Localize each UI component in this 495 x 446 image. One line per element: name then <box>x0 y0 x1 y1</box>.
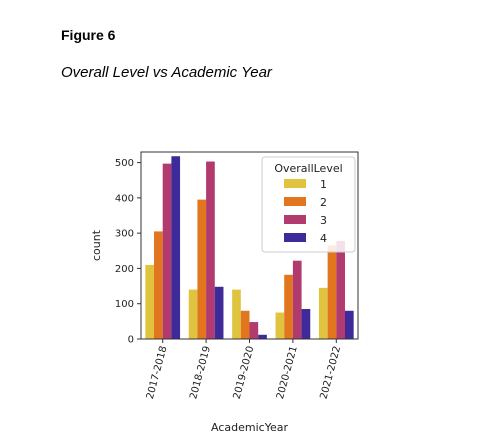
bar-2021-2022-level-3 <box>336 241 345 339</box>
bar-2017-2018-level-1 <box>145 265 154 339</box>
bar-2020-2021-level-4 <box>302 309 311 339</box>
bar-2020-2021-level-2 <box>284 275 293 339</box>
x-tick-label: 2019-2020 <box>232 345 257 401</box>
legend-entry-4: 4 <box>320 232 327 245</box>
legend-swatch-2 <box>284 197 306 206</box>
bar-2018-2019-level-2 <box>197 200 206 339</box>
bar-2017-2018-level-4 <box>171 156 180 339</box>
legend-swatch-1 <box>284 179 306 188</box>
bar-2019-2020-level-3 <box>250 322 259 339</box>
x-axis-label: AcademicYear <box>211 421 288 434</box>
bar-2021-2022-level-1 <box>319 288 328 339</box>
bar-2021-2022-level-4 <box>345 311 354 339</box>
x-tick-label: 2020-2021 <box>275 345 300 401</box>
bar-2019-2020-level-1 <box>232 290 241 339</box>
legend: OverallLevel 1 2 3 4 <box>262 157 355 252</box>
legend-title: OverallLevel <box>274 162 342 175</box>
bar-2019-2020-level-2 <box>241 311 250 339</box>
bar-2018-2019-level-3 <box>206 162 215 339</box>
legend-entry-1: 1 <box>320 178 327 191</box>
bar-2018-2019-level-1 <box>189 290 198 339</box>
legend-swatch-3 <box>284 215 306 224</box>
x-tick-label: 2021-2022 <box>318 345 343 401</box>
y-tick-label: 500 <box>115 158 134 169</box>
bar-2018-2019-level-4 <box>215 287 224 339</box>
y-tick-label: 200 <box>115 264 134 275</box>
bar-2021-2022-level-2 <box>328 246 337 340</box>
legend-swatch-4 <box>284 233 306 242</box>
bar-2020-2021-level-3 <box>293 261 302 339</box>
legend-entry-3: 3 <box>320 214 327 227</box>
x-tick-label: 2017-2018 <box>145 345 170 401</box>
bar-2020-2021-level-1 <box>276 313 285 339</box>
x-tick-label: 2018-2019 <box>188 345 213 401</box>
legend-entry-2: 2 <box>320 196 327 209</box>
y-tick-label: 0 <box>128 335 134 346</box>
y-tick-label: 100 <box>115 299 134 310</box>
bar-2019-2020-level-4 <box>258 335 267 339</box>
y-tick-label: 300 <box>115 229 134 240</box>
bar-2017-2018-level-3 <box>163 164 172 339</box>
bar-2017-2018-level-2 <box>154 231 163 339</box>
y-axis-label: count <box>90 229 103 261</box>
y-tick-label: 400 <box>115 193 134 204</box>
